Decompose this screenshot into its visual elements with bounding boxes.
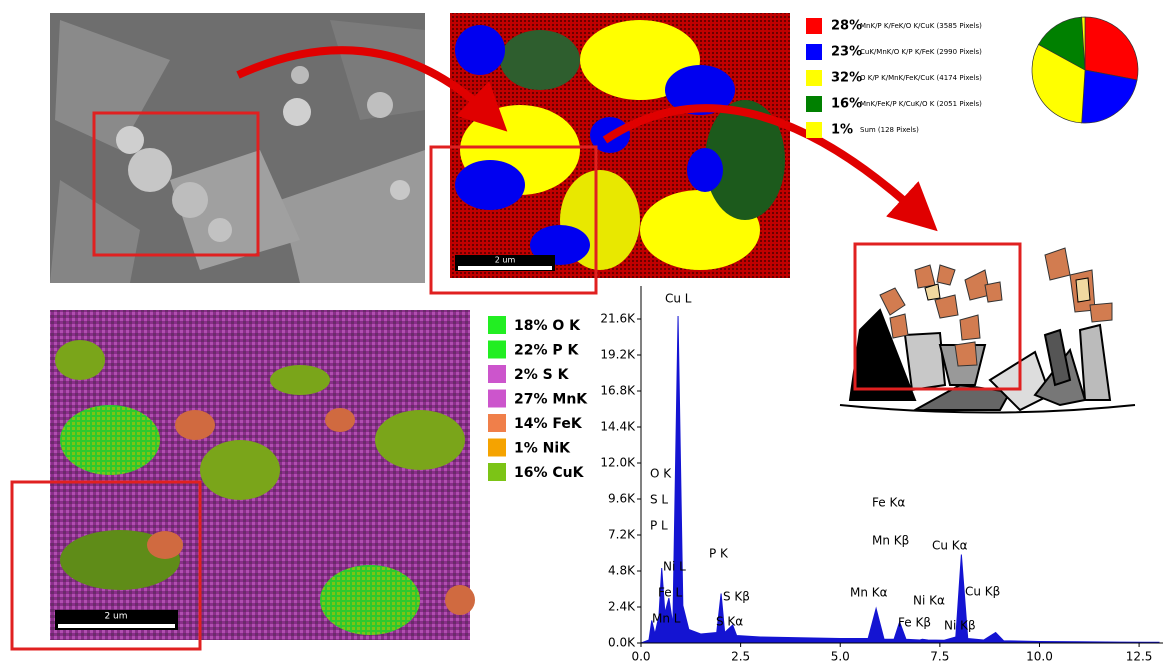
x-tick-label: 12.5 [1126, 650, 1153, 664]
spectrum-area [640, 315, 1160, 644]
peak-label: Fe Kα [872, 496, 905, 510]
y-tick-label: 9.6K [608, 492, 636, 506]
peak-label: O K [650, 467, 672, 481]
peak-label: Ni Kβ [944, 619, 976, 633]
y-tick-label: 2.4K [608, 600, 636, 614]
legend-swatch [488, 463, 506, 481]
legend-label: 16% CuK [514, 465, 585, 481]
peak-label: P L [650, 519, 668, 533]
y-tick-label: 16.8K [600, 384, 636, 398]
legend-label: O K/P K/MnK/FeK/CuK (4174 Pixels) [860, 74, 982, 82]
arrows [236, 46, 938, 232]
y-tick-label: 0.0K [608, 636, 636, 650]
legend-value: 1% [831, 123, 853, 138]
peak-label: Ni L [663, 560, 686, 574]
pie-slice [1084, 16, 1139, 81]
legend-value: 23% [831, 45, 862, 60]
scale-bar-label: 2 um [495, 256, 516, 265]
y-tick-label: 14.4K [600, 420, 636, 434]
x-tick-label: 10.0 [1026, 650, 1053, 664]
x-tick-label: 7.5 [930, 650, 949, 664]
scale-bar-label: 2 um [104, 612, 127, 622]
legend-swatch [806, 18, 822, 34]
legend-value: 28% [831, 19, 862, 34]
legend-swatch [806, 70, 822, 86]
y-tick-label: 4.8K [608, 564, 636, 578]
peak-label: Fe L [658, 586, 682, 600]
peak-label: Ni Kα [913, 594, 945, 608]
legend-label: 22% P K [514, 343, 580, 359]
legend-swatch [488, 389, 506, 408]
peak-label: Cu L [665, 292, 692, 306]
legend-swatch [488, 414, 506, 432]
pie-slice [1081, 69, 1138, 124]
y-tick-label: 12.0K [600, 456, 636, 470]
peak-label: S Kβ [723, 590, 750, 604]
legend-label: MnK/P K/FeK/O K/CuK (3585 Pixels) [860, 22, 982, 30]
x-tick-label: 2.5 [731, 650, 750, 664]
y-tick-label: 7.2K [608, 528, 636, 542]
y-tick-label: 19.2K [600, 348, 636, 362]
y-tick-label: 21.6K [600, 312, 636, 326]
peak-label: S Kα [716, 615, 743, 629]
legend-swatch [488, 316, 506, 334]
legend-label: MnK/FeK/P K/CuK/O K (2051 Pixels) [860, 100, 982, 108]
legend-label: 2% S K [514, 367, 570, 383]
legend-swatch [806, 96, 822, 112]
x-tick-label: 5.0 [831, 650, 850, 664]
legend-label: 27% MnK [514, 392, 588, 408]
pie-slice [1038, 16, 1086, 71]
phase-map: 2 um [429, 13, 790, 295]
legend-value: 16% [831, 97, 862, 112]
pie-slice [1081, 16, 1086, 71]
legend-swatch [488, 365, 506, 383]
legend-label: 18% O K [514, 318, 581, 334]
peak-label: Cu Kα [932, 539, 968, 553]
legend-swatch [806, 122, 822, 138]
element-map: 2 um [10, 310, 475, 651]
legend-label: 1% NiK [514, 441, 571, 457]
peak-label: S L [650, 493, 668, 507]
peak-label: Cu Kβ [965, 585, 1000, 599]
legend-swatch [806, 44, 822, 60]
peak-label: P K [709, 547, 729, 561]
pie-slice [1031, 43, 1086, 124]
peak-label: Fe Kβ [898, 616, 931, 630]
peak-label: Mn Kα [850, 586, 888, 600]
sketch [839, 242, 1136, 414]
legend-value: 32% [831, 71, 862, 86]
legend-swatch [488, 340, 506, 359]
legend-label: CuK/MnK/O K/P K/FeK (2990 Pixels) [860, 48, 982, 56]
peak-label: Mn Kβ [872, 534, 909, 548]
legend-label: Sum (128 Pixels) [860, 126, 919, 134]
legend-label: 14% FeK [514, 416, 583, 432]
x-tick-label: 0.0 [631, 650, 650, 664]
legend-swatch [488, 438, 506, 457]
sem-image [50, 13, 425, 283]
peak-label: Mn L [652, 612, 681, 626]
